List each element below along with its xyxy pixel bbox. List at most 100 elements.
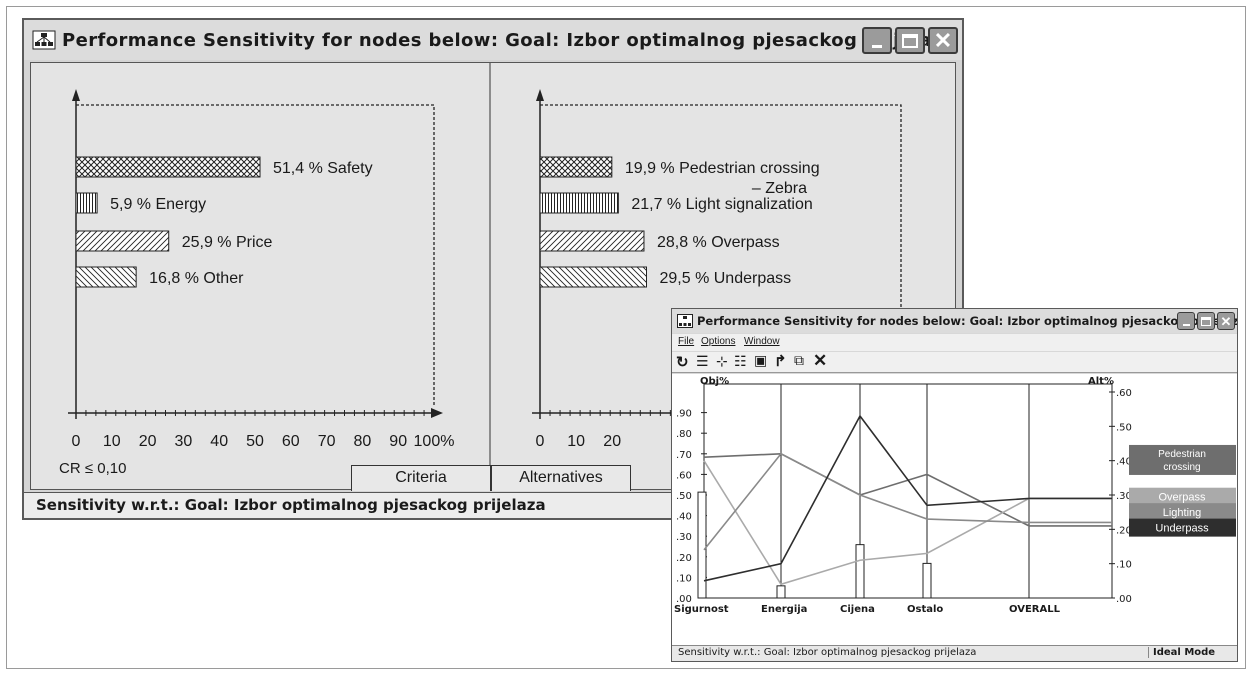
graph-area: Sigurnost Energija Cijena Ostalo OVERALL Obj%… xyxy=(672,374,1237,645)
maximize-icon xyxy=(902,33,918,48)
mode-indicator: Ideal Mode xyxy=(1148,647,1215,658)
minimize-icon xyxy=(872,45,882,48)
legend-label: Overpass xyxy=(1158,492,1206,504)
alternatives-bar-label: 19,9 % Pedestrian crossing xyxy=(625,160,820,177)
minimize-button[interactable] xyxy=(862,27,892,54)
left-tick-label: .30 xyxy=(676,532,692,543)
objective-bar xyxy=(697,491,707,599)
series-line-underpass xyxy=(703,414,1112,582)
small-window-title: Performance Sensitivity for nodes below:… xyxy=(697,314,1237,328)
alternatives-bar-light-signalization xyxy=(539,192,619,214)
left-tick-label: .00 xyxy=(676,594,692,605)
right-axis-label: Alt% xyxy=(1088,376,1114,387)
right-tick-label: .30 xyxy=(1116,491,1132,502)
redo-icon[interactable]: ↱ xyxy=(774,353,787,370)
windows-icon[interactable]: ⧉ xyxy=(794,352,804,368)
criteria-x-arrow xyxy=(431,408,443,418)
right-tick-label: .20 xyxy=(1116,525,1132,536)
left-tick-label: .70 xyxy=(676,450,692,461)
small-close-button[interactable]: ✕ xyxy=(1217,312,1235,330)
criteria-frame-dashed xyxy=(76,104,435,405)
criteria-tick-label: 80 xyxy=(354,433,372,450)
criteria-bar-label: 5,9 % Energy xyxy=(110,196,206,213)
cr-text: CR ≤ 0,10 xyxy=(59,460,127,477)
objective-bar xyxy=(776,585,786,599)
criteria-tick-label: 50 xyxy=(246,433,264,450)
alternatives-bar-label: 21,7 % Light signalization xyxy=(631,196,812,213)
alternatives-tick-label: 10 xyxy=(567,433,585,450)
right-tick-label: .10 xyxy=(1116,560,1132,571)
main-title-bar[interactable]: Performance Sensitivity for nodes below:… xyxy=(24,20,962,60)
menu-options[interactable]: Options xyxy=(701,336,736,347)
criteria-tick-label: 40 xyxy=(210,433,228,450)
small-maximize-button[interactable] xyxy=(1197,312,1215,330)
small-network-icon xyxy=(677,314,693,328)
small-title-bar[interactable]: Performance Sensitivity for nodes below:… xyxy=(672,309,1237,333)
menu-window[interactable]: Window xyxy=(744,336,780,347)
graph-frame xyxy=(703,383,1113,599)
alternatives-bar-overpass xyxy=(539,230,645,252)
criteria-bar-price xyxy=(75,230,170,252)
main-status-text: Sensitivity w.r.t.: Goal: Izbor optimaln… xyxy=(36,496,546,514)
close-icon: ✕ xyxy=(933,27,953,53)
small-maximize-icon xyxy=(1201,316,1211,326)
criteria-tick-label: 30 xyxy=(175,433,193,450)
left-tick-label: .60 xyxy=(676,470,692,481)
left-tick-label: .80 xyxy=(676,429,692,440)
legend-swatch-pedestrian-crossing xyxy=(1129,444,1236,475)
toolbar: ↻ ☰ ⊹ ☷ ▣ ↱ ⧉ ✕ xyxy=(672,351,1237,373)
series-line-pedestrian-crossing xyxy=(703,452,1112,527)
x-category-label: Cijena xyxy=(840,604,875,615)
criteria-bar-label: 16,8 % Other xyxy=(149,270,244,287)
bar-chart-icon[interactable]: ☰ xyxy=(696,353,709,369)
criteria-tick-label: 20 xyxy=(139,433,157,450)
left-tick-label: .10 xyxy=(676,573,692,584)
criteria-tick-label: 10 xyxy=(103,433,121,450)
x-category-label: Ostalo xyxy=(907,604,943,615)
legend-label: Lighting xyxy=(1163,507,1202,519)
small-close-icon: ✕ xyxy=(1220,313,1232,329)
two-d-icon[interactable]: ▣ xyxy=(754,352,768,368)
criteria-tick-label: 60 xyxy=(282,433,300,450)
small-minimize-button[interactable] xyxy=(1177,312,1195,330)
legend-swatch-lighting xyxy=(1129,503,1236,522)
left-tick-label: .40 xyxy=(676,512,692,523)
right-tick-label: .40 xyxy=(1116,457,1132,468)
close-button[interactable]: ✕ xyxy=(928,27,958,54)
performance-sensitivity-graph: Sigurnost Energija Cijena Ostalo OVERALL Obj%… xyxy=(674,376,1236,615)
outer-frame xyxy=(6,6,1246,669)
criteria-bar-label: 51,4 % Safety xyxy=(273,160,373,177)
criteria-bar-other xyxy=(75,266,137,288)
menu-bar: File Options Window xyxy=(672,334,1237,351)
right-tick-label: .50 xyxy=(1116,422,1132,433)
alternatives-y-arrow xyxy=(536,89,544,101)
refresh-icon[interactable]: ↻ xyxy=(676,354,689,371)
criteria-bar-label: 25,9 % Price xyxy=(182,234,273,251)
small-minimize-icon xyxy=(1182,324,1190,326)
alternatives-bar-pedestrian-crossing xyxy=(539,156,613,178)
sensitivity-window: Performance Sensitivity for nodes below:… xyxy=(671,308,1238,662)
alternatives-tick-label: 0 xyxy=(536,433,545,450)
criteria-bar-safety xyxy=(75,156,261,178)
tab-criteria[interactable]: Criteria xyxy=(351,465,491,491)
maximize-button[interactable] xyxy=(895,27,925,54)
alternatives-bar-label: 28,8 % Overpass xyxy=(657,234,780,251)
objective-bar xyxy=(922,562,932,599)
objective-bar xyxy=(855,544,865,599)
left-tick-label: .90 xyxy=(676,409,692,420)
criteria-tick-label: 100% xyxy=(414,433,455,450)
left-axis-label: Obj% xyxy=(700,376,729,387)
x-category-label: OVERALL xyxy=(1009,604,1061,615)
criteria-y-arrow xyxy=(72,89,80,101)
legend-swatch-overpass xyxy=(1129,487,1236,506)
tab-alternatives[interactable]: Alternatives xyxy=(491,465,631,491)
small-status-bar: Sensitivity w.r.t.: Goal: Izbor optimaln… xyxy=(672,645,1237,661)
criteria-bar-energy xyxy=(75,192,98,214)
legend-label: Underpass xyxy=(1155,523,1209,535)
menu-file[interactable]: File xyxy=(678,336,695,347)
alternatives-bar-label-line2: – Zebra xyxy=(752,180,807,197)
x-category-label: Sigurnost xyxy=(674,604,729,615)
gradient-icon[interactable]: ☷ xyxy=(734,353,747,369)
toolbar-close-icon[interactable]: ✕ xyxy=(813,351,828,370)
sensitivity-icon[interactable]: ⊹ xyxy=(716,353,728,369)
